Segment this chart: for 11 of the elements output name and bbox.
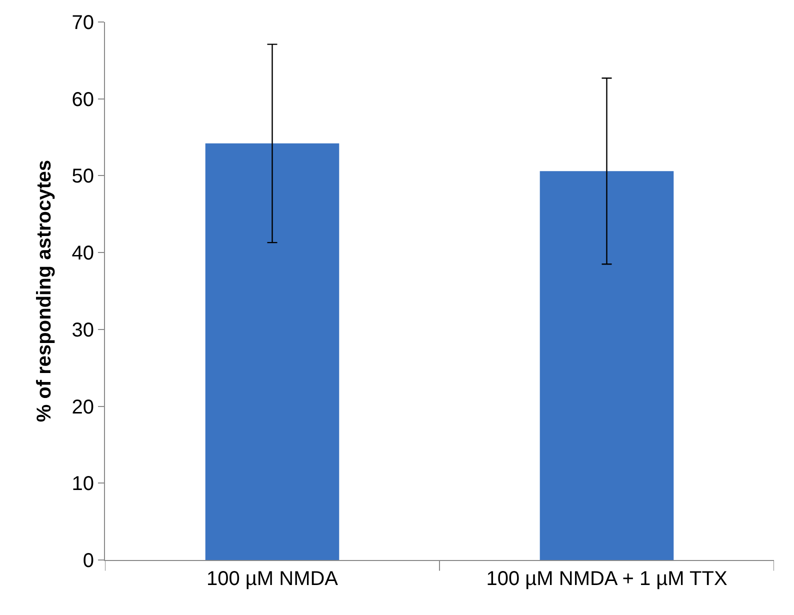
x-tick-label: 100 µM NMDA + 1 µM TTX [486,568,728,590]
y-tick-label: 40 [72,242,94,265]
y-tick-label: 70 [72,12,94,34]
y-tick-label: 60 [72,88,94,111]
y-tick-label: 20 [72,396,94,418]
x-tick-label: 100 µM NMDA [206,568,339,590]
y-tick-label: 0 [82,550,94,572]
y-tick-label: 10 [72,473,94,496]
y-tick-label: 30 [72,319,94,342]
y-axis-title: % of responding astrocytes [33,160,56,422]
y-tick-label: 50 [72,166,94,188]
